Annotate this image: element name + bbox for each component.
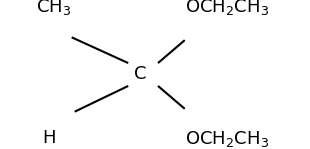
Text: H: H [42, 129, 55, 147]
Text: C: C [134, 66, 146, 83]
Text: OCH$_2$CH$_3$: OCH$_2$CH$_3$ [185, 129, 269, 149]
Text: CH$_3$: CH$_3$ [36, 0, 71, 17]
Text: OCH$_2$CH$_3$: OCH$_2$CH$_3$ [185, 0, 269, 17]
